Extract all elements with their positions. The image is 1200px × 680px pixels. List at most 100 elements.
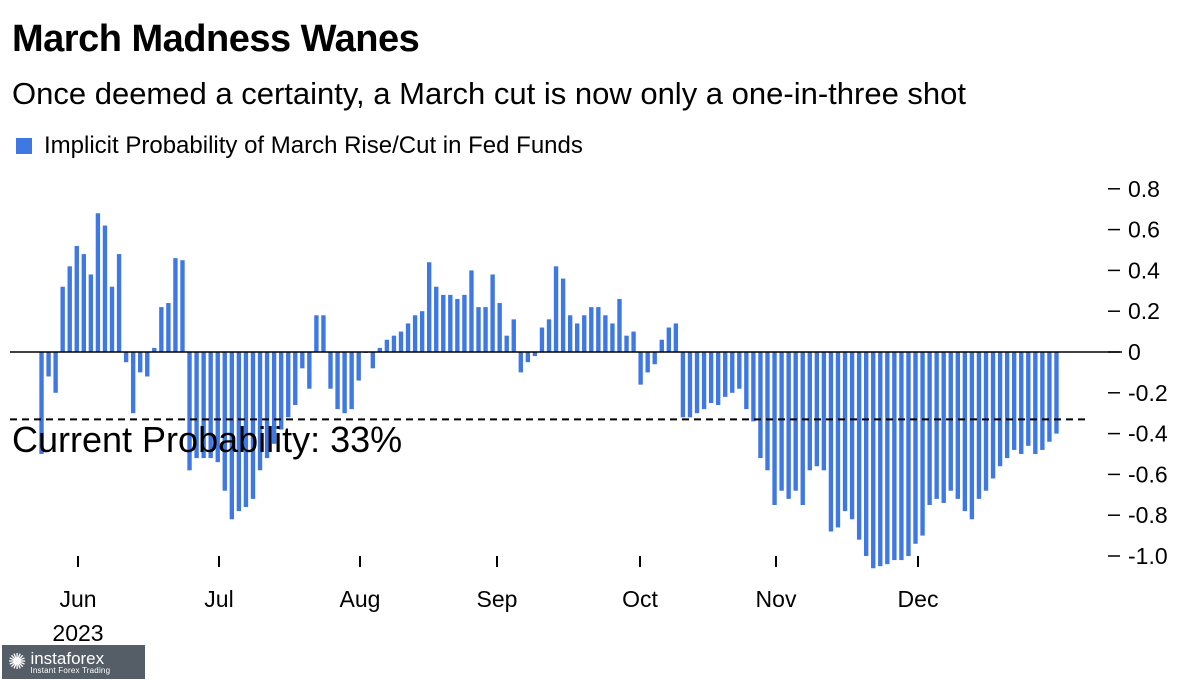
x-tick-label: Sep (477, 586, 518, 612)
bar (744, 352, 749, 410)
bar (1004, 352, 1010, 459)
bar (892, 352, 897, 561)
bar (715, 352, 721, 406)
y-tick-label: 0.8 (1128, 176, 1160, 202)
bar (53, 352, 58, 393)
bar (582, 315, 587, 352)
bar (560, 278, 566, 352)
bar (955, 352, 960, 499)
bar (737, 352, 742, 389)
bar (278, 352, 284, 430)
bar (596, 307, 601, 352)
bar (1054, 352, 1059, 434)
bar (1047, 352, 1052, 442)
bar (300, 352, 305, 369)
bar (67, 266, 72, 352)
bar (863, 352, 869, 556)
y-tick-label: -0.2 (1128, 380, 1168, 406)
bar (497, 303, 502, 352)
bar (109, 286, 115, 352)
bar (74, 245, 79, 352)
bar (553, 266, 559, 352)
y-tick-label: -0.8 (1128, 502, 1168, 528)
bar (370, 352, 375, 369)
bar (645, 352, 650, 373)
bar (913, 352, 918, 544)
bar (589, 307, 594, 352)
bar (906, 352, 911, 556)
y-tick-label: -0.4 (1128, 421, 1168, 447)
bar (81, 254, 86, 352)
bar (990, 352, 996, 479)
bar (638, 352, 643, 385)
bar (145, 352, 150, 377)
bar (920, 352, 925, 536)
bar (286, 352, 291, 418)
bar (539, 327, 545, 352)
bar (257, 352, 263, 471)
bar (39, 352, 44, 454)
bar (948, 352, 953, 491)
bar (1026, 352, 1031, 446)
bar (983, 352, 989, 491)
bar (201, 352, 206, 459)
bar (1040, 352, 1045, 450)
bar (335, 352, 340, 410)
bar (1033, 352, 1038, 454)
y-tick-label: -0.6 (1128, 461, 1168, 487)
legend: Implicit Probability of March Rise/Cut i… (16, 132, 583, 160)
bar (969, 352, 975, 520)
bar (180, 260, 185, 352)
bar (842, 352, 848, 512)
bar (680, 352, 686, 418)
bar (899, 352, 904, 561)
x-tick-label: Nov (756, 586, 797, 612)
bar (807, 352, 812, 471)
bar (934, 352, 939, 499)
bar (412, 315, 418, 352)
current-probability-label: Current Probability: 33% (12, 419, 402, 460)
bar (426, 262, 432, 352)
bar (694, 352, 700, 414)
bar (123, 352, 129, 363)
bar (166, 303, 171, 352)
bar (878, 352, 883, 567)
bar (243, 352, 249, 508)
bar (250, 352, 256, 499)
bar (152, 347, 157, 352)
bar (391, 335, 397, 352)
bar (469, 270, 474, 352)
bar (765, 352, 770, 471)
bar (814, 352, 820, 467)
bar (1019, 352, 1024, 454)
bar (483, 307, 488, 352)
bar (751, 352, 756, 422)
bar (624, 335, 629, 352)
bar (236, 352, 242, 512)
bar (88, 274, 94, 352)
bar (187, 352, 192, 471)
watermark-logo: ✺ instaforex Instant Forex Trading (2, 645, 145, 679)
bar (708, 352, 714, 403)
bar (229, 352, 235, 520)
bar (793, 352, 798, 491)
bar (222, 352, 227, 491)
bar (159, 307, 164, 352)
bar (173, 258, 178, 352)
bar (997, 352, 1003, 467)
bar (723, 352, 728, 397)
y-tick-label: 0.2 (1128, 298, 1160, 324)
bar (856, 352, 862, 540)
y-tick-label: -1.0 (1128, 543, 1168, 569)
bar (546, 319, 552, 352)
bar (116, 254, 122, 352)
bar (532, 352, 538, 357)
bar (849, 352, 855, 520)
bar (828, 352, 834, 532)
bar (490, 274, 495, 352)
y-tick-label: 0.6 (1128, 217, 1160, 243)
chart-title: March Madness Wanes (12, 18, 420, 60)
y-tick-label: 0 (1128, 339, 1141, 365)
bar (652, 352, 657, 365)
